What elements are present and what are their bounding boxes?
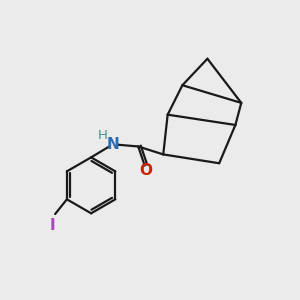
Text: H: H: [98, 129, 108, 142]
Text: O: O: [139, 164, 152, 178]
Text: I: I: [50, 218, 55, 233]
Text: N: N: [107, 136, 120, 152]
